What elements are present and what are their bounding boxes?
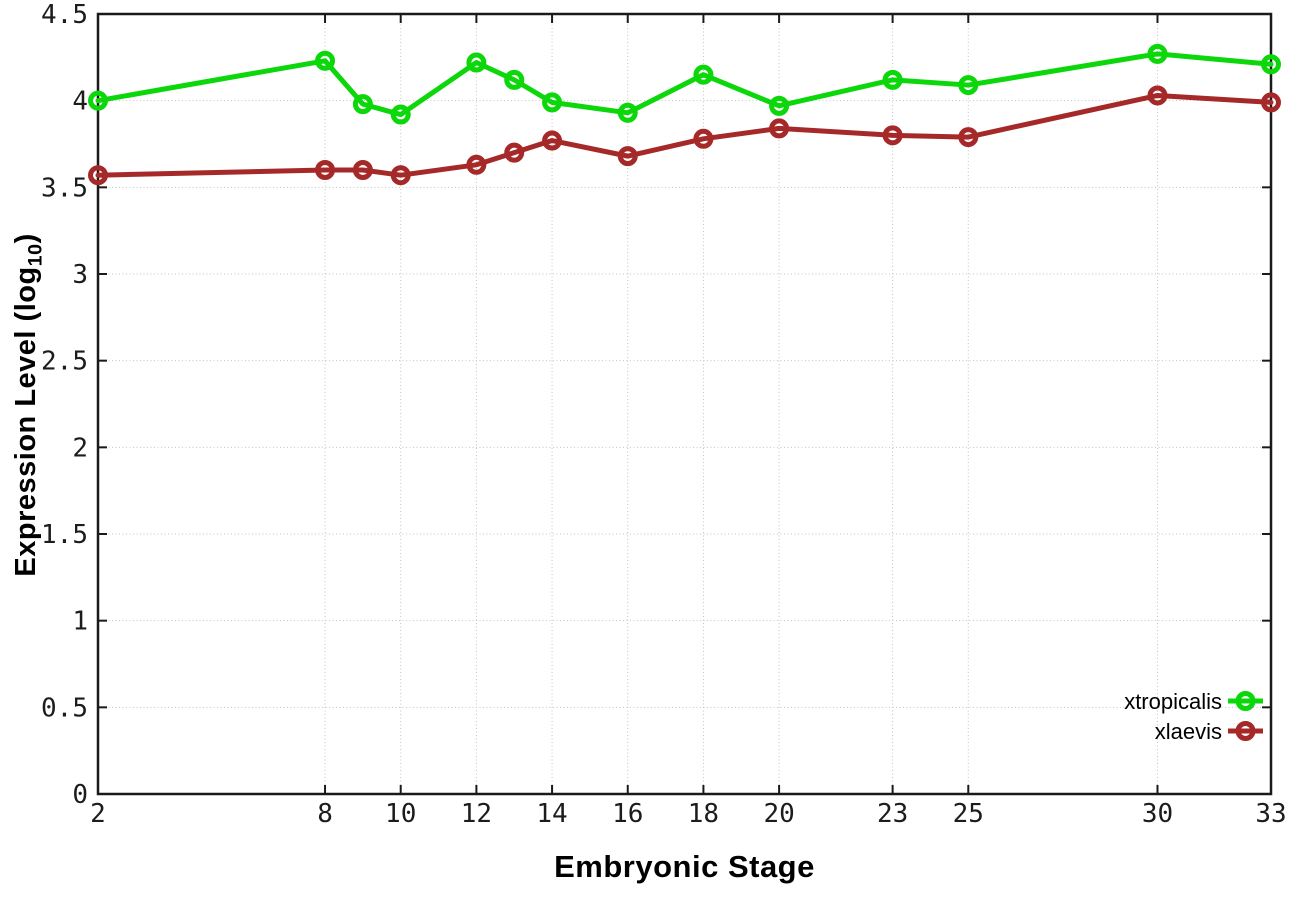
x-tick-label: 12 (461, 799, 492, 829)
data-point-xtropicalis (390, 104, 411, 125)
data-point-xlaevis (1147, 85, 1168, 106)
y-tick-label: 2 (72, 433, 88, 463)
data-point-xlaevis (882, 125, 903, 146)
legend-label-xlaevis: xlaevis (1155, 719, 1222, 744)
x-tick-label: 2 (90, 799, 106, 829)
data-point-xtropicalis (352, 94, 373, 115)
legend-sample-marker-xtropicalis (1235, 691, 1256, 711)
y-tick-label: 1.5 (41, 520, 88, 550)
data-point-xtropicalis (1261, 54, 1281, 75)
x-tick-label: 25 (953, 799, 984, 829)
data-point-xlaevis (390, 165, 411, 186)
data-point-xlaevis (617, 146, 638, 167)
y-tick-label: 4 (72, 87, 88, 117)
data-point-xtropicalis (504, 69, 525, 90)
data-point-xtropicalis (958, 75, 979, 96)
x-tick-label: 8 (317, 799, 333, 829)
x-tick-label: 18 (688, 799, 719, 829)
y-tick-label: 4.5 (41, 0, 88, 30)
x-tick-label: 14 (536, 799, 567, 829)
x-tick-label: 16 (612, 799, 643, 829)
data-point-xtropicalis (769, 95, 790, 116)
legend-sample-marker-xlaevis (1235, 721, 1256, 741)
data-point-xlaevis (504, 142, 525, 163)
x-tick-label: 30 (1142, 799, 1173, 829)
x-tick-label: 23 (877, 799, 908, 829)
data-point-xtropicalis (542, 92, 563, 113)
data-point-xlaevis (693, 128, 714, 149)
data-point-xtropicalis (466, 52, 487, 73)
data-point-xlaevis (466, 154, 487, 175)
y-tick-label: 3 (72, 260, 88, 290)
data-point-xtropicalis (315, 50, 336, 71)
y-tick-label: 0 (72, 780, 88, 810)
data-point-xtropicalis (1147, 43, 1168, 64)
data-point-xlaevis (352, 160, 373, 180)
y-tick-label: 0.5 (41, 693, 88, 723)
x-tick-label: 33 (1255, 799, 1286, 829)
plot-border (96, 12, 1273, 796)
data-point-xtropicalis (617, 102, 638, 123)
data-point-xlaevis (1261, 92, 1281, 113)
series-line-xlaevis (95, 92, 1274, 178)
data-point-xlaevis (315, 160, 336, 180)
x-axis-title: Embryonic Stage (554, 849, 815, 884)
x-tick-label: 10 (385, 799, 416, 829)
data-point-xtropicalis (88, 90, 108, 111)
data-point-xlaevis (769, 118, 790, 139)
y-tick-label: 1 (72, 607, 88, 637)
data-point-xtropicalis (882, 69, 903, 90)
data-point-xtropicalis (693, 64, 714, 85)
data-point-xlaevis (958, 127, 979, 148)
series-line-xtropicalis (95, 51, 1274, 118)
x-tick-label: 20 (763, 799, 794, 829)
data-point-xlaevis (542, 130, 563, 151)
y-tick-label: 3.5 (41, 173, 88, 203)
legend-label-xtropicalis: xtropicalis (1124, 689, 1222, 714)
data-point-xlaevis (88, 165, 108, 186)
y-tick-label: 2.5 (41, 347, 88, 377)
